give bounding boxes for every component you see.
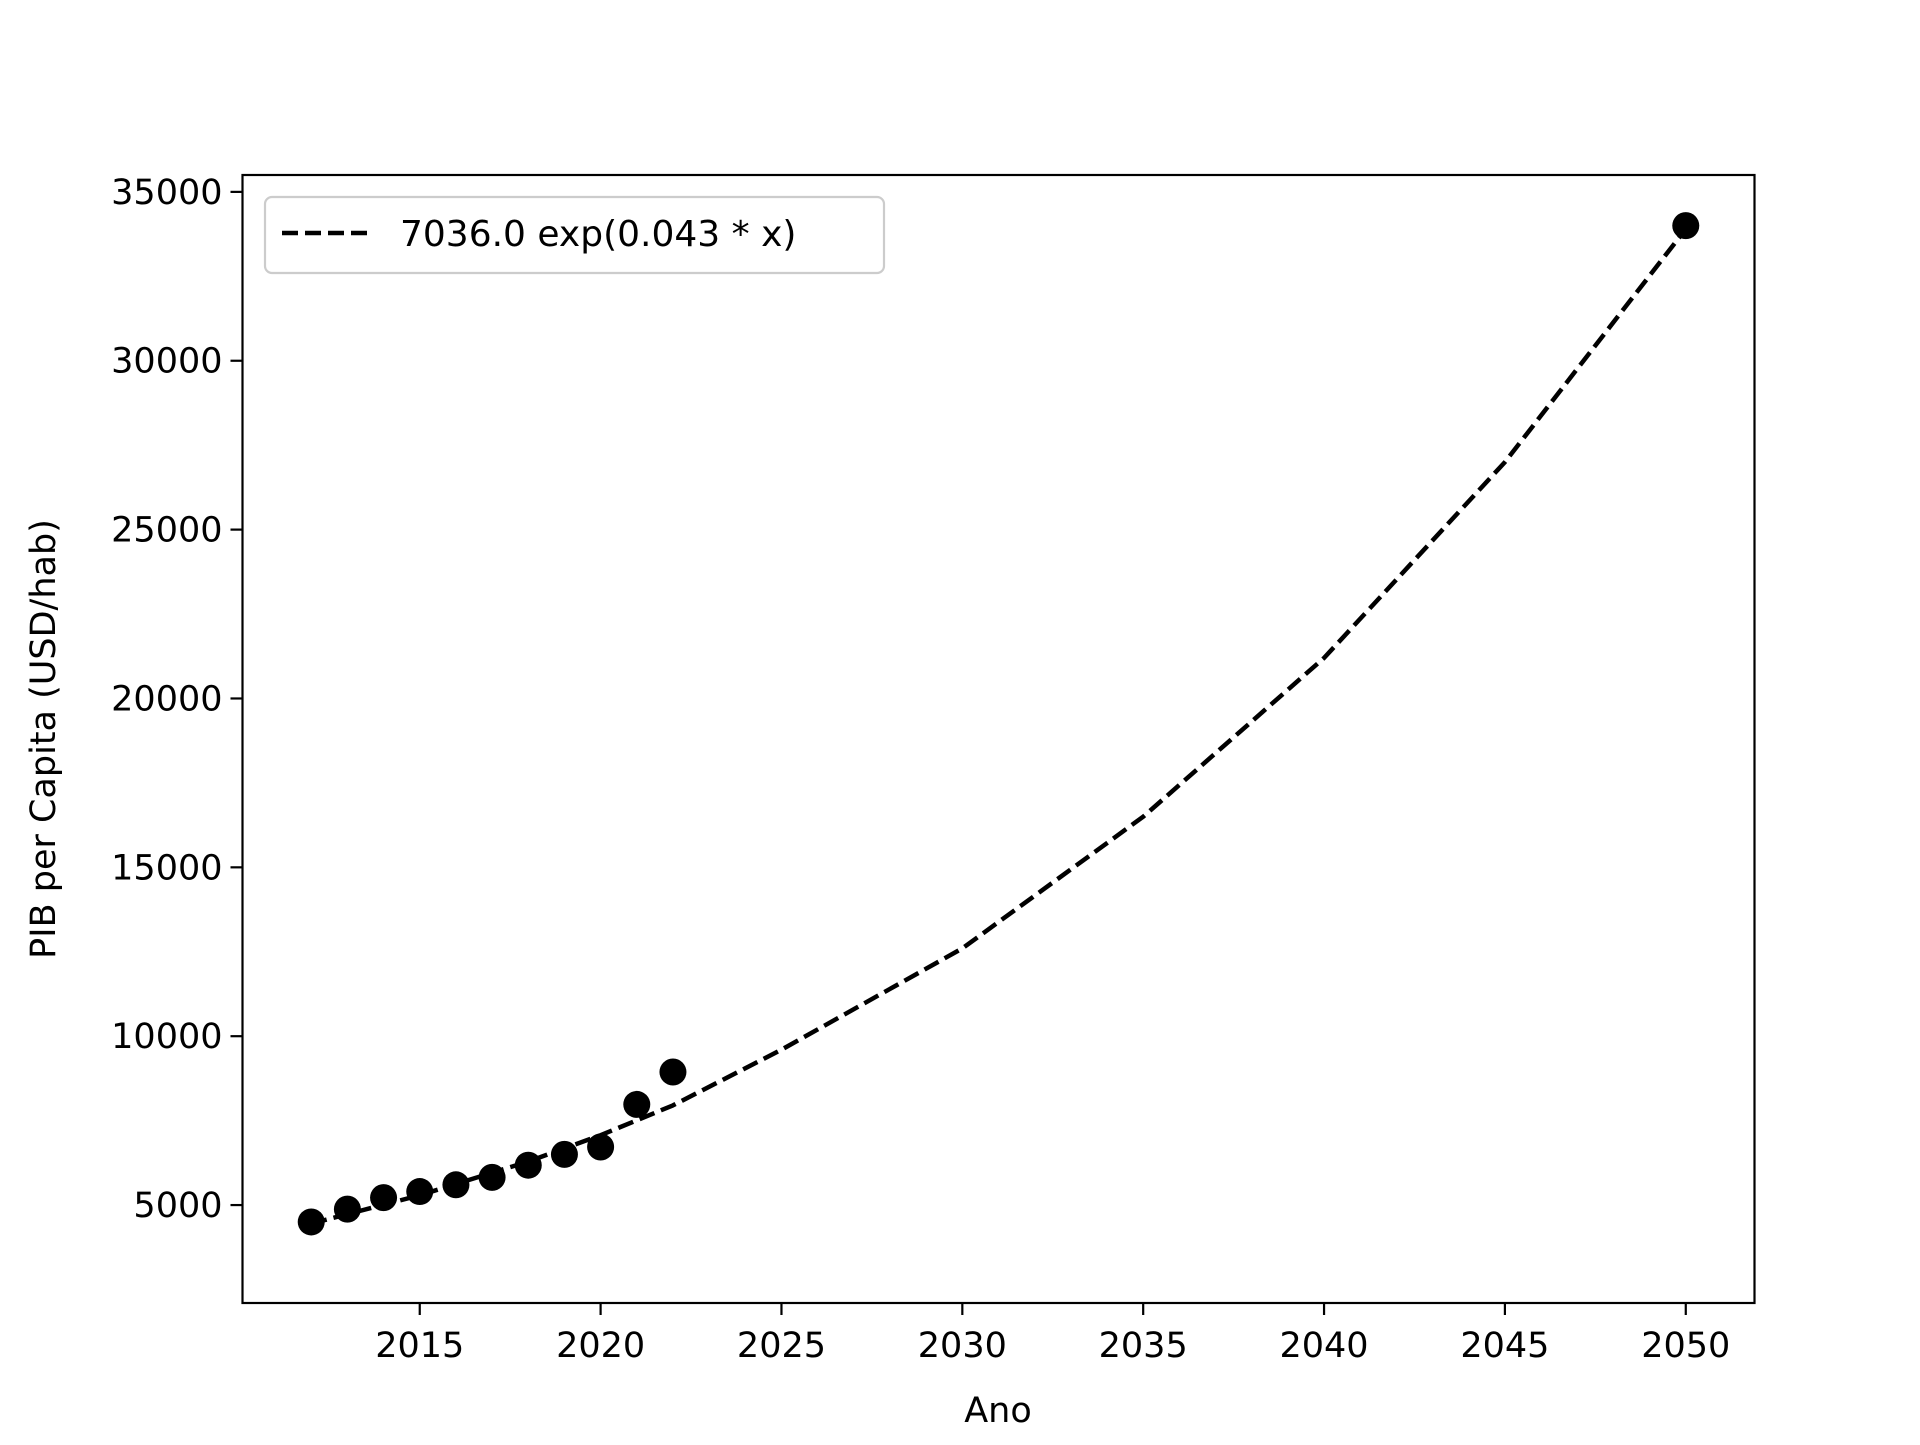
legend-entry-label: 7036.0 exp(0.043 * x)	[400, 214, 796, 255]
data-point	[406, 1178, 434, 1206]
series-points	[297, 212, 1700, 1236]
data-point	[297, 1208, 325, 1236]
data-point	[514, 1151, 542, 1179]
data-point	[333, 1195, 361, 1223]
x-tick-label: 2020	[556, 1326, 645, 1366]
data-point	[1672, 212, 1700, 240]
x-tick-label: 2040	[1280, 1326, 1369, 1366]
data-point	[550, 1140, 578, 1168]
x-tick-label: 2015	[375, 1326, 464, 1366]
x-tick-label: 2030	[918, 1326, 1007, 1366]
y-axis-label: PIB per Capita (USD/hab)	[24, 519, 64, 959]
data-point	[370, 1184, 398, 1212]
y-tick-label: 5000	[133, 1186, 222, 1226]
y-tick-label: 25000	[111, 511, 222, 551]
x-tick-label: 2050	[1641, 1326, 1730, 1366]
series-lines	[310, 227, 1688, 1226]
y-tick-label: 15000	[111, 848, 222, 888]
x-axis-ticks: 2015 2020 2025 2030 2035 2040 2045 2050	[375, 1303, 1730, 1366]
y-axis-ticks: 5000 10000 15000 20000 25000 30000 35000	[111, 173, 243, 1226]
plot-area-frame	[241, 173, 1756, 1305]
x-tick-label: 2025	[737, 1326, 826, 1366]
data-point	[478, 1163, 506, 1191]
data-point	[587, 1133, 615, 1161]
x-tick-label: 2035	[1099, 1326, 1188, 1366]
data-point	[659, 1058, 687, 1086]
data-point	[442, 1171, 470, 1199]
fit-curve-line	[310, 227, 1688, 1226]
legend: 7036.0 exp(0.043 * x)	[263, 195, 886, 275]
legend-frame	[263, 195, 886, 275]
x-tick-label: 2045	[1460, 1326, 1549, 1366]
data-point	[623, 1090, 651, 1118]
y-tick-label: 20000	[111, 679, 222, 719]
y-tick-label: 35000	[111, 173, 222, 213]
x-axis-label: Ano	[964, 1391, 1032, 1431]
y-tick-label: 30000	[111, 342, 222, 382]
y-tick-label: 10000	[111, 1017, 222, 1057]
